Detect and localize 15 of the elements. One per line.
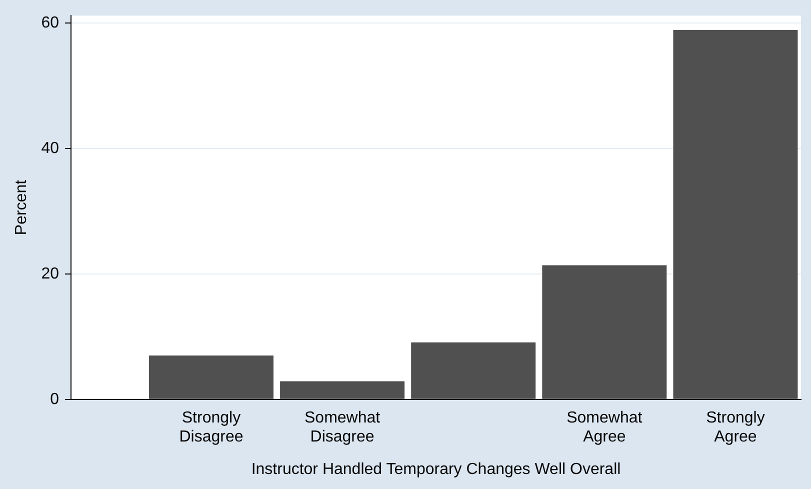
x-tick-label: Somewhat Agree <box>566 409 643 446</box>
y-tick-label: 40 <box>41 140 60 157</box>
y-axis-title: Percent <box>13 179 30 236</box>
y-tick-label: 60 <box>41 14 60 32</box>
bar <box>280 381 405 399</box>
y-tick-label: 20 <box>41 265 60 282</box>
x-axis-title: Instructor Handled Temporary Changes Well Overall <box>251 460 621 478</box>
x-tick-label: Strongly Disagree <box>179 409 244 446</box>
x-tick-label: Strongly Agree <box>706 409 765 446</box>
bar <box>148 356 274 399</box>
bar <box>542 265 667 399</box>
bar <box>411 342 536 399</box>
bar <box>673 30 798 399</box>
y-tick-label: 0 <box>50 390 60 408</box>
x-tick-label: Somewhat Disagree <box>304 409 381 446</box>
